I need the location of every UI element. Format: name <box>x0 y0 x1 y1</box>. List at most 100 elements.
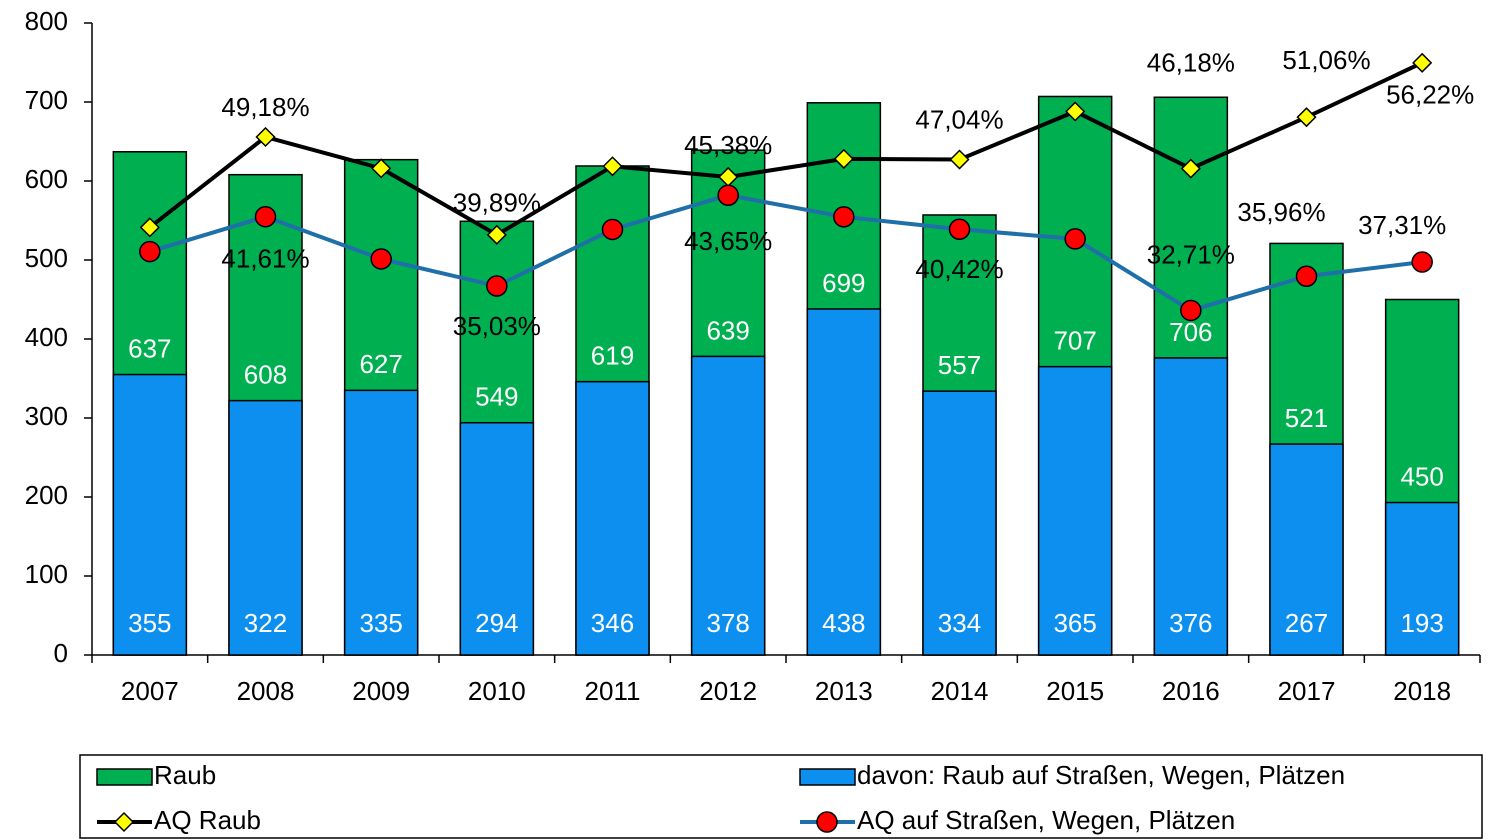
marker <box>948 218 971 240</box>
marker <box>1296 107 1317 128</box>
data-label: 40,42% <box>915 254 1003 284</box>
legend-swatch <box>96 768 153 786</box>
bar-label: 557 <box>938 350 981 380</box>
bar <box>1037 365 1113 656</box>
marker <box>949 149 970 170</box>
marker <box>371 158 392 179</box>
bar-label: 699 <box>822 268 865 298</box>
data-label: 35,96% <box>1237 197 1325 227</box>
bar-label: 365 <box>1053 608 1096 638</box>
x-tick-label: 2007 <box>121 676 179 706</box>
marker <box>486 275 508 297</box>
line <box>149 193 1423 313</box>
x-tick-label: 2015 <box>1046 676 1104 706</box>
bar-label: 637 <box>128 333 171 363</box>
data-label: 35,03% <box>453 311 541 341</box>
x-tick-label: 2010 <box>468 676 526 706</box>
data-label: 37,31% <box>1358 210 1446 240</box>
y-tick-label: 600 <box>25 164 68 194</box>
legend-swatch <box>799 768 856 786</box>
x-tick-label: 2017 <box>1278 676 1336 706</box>
bar-label: 335 <box>359 608 402 638</box>
marker <box>1064 228 1086 250</box>
bar-label: 639 <box>706 315 749 345</box>
marker <box>1180 299 1202 322</box>
bar-label: 322 <box>244 608 287 638</box>
bar <box>343 389 419 656</box>
bar-label: 378 <box>706 608 749 638</box>
marker <box>1412 52 1433 73</box>
legend-label: davon: Raub auf Straßen, Wegen, Plätzen <box>857 760 1345 790</box>
data-label: 39,89% <box>453 188 541 218</box>
marker <box>254 205 277 228</box>
x-tick-label: 2011 <box>585 676 641 706</box>
legend-label: AQ Raub <box>154 805 261 835</box>
bar-label: 707 <box>1053 326 1096 356</box>
bar-label: 334 <box>938 608 981 638</box>
marker <box>486 224 507 245</box>
data-label: 47,04% <box>915 104 1003 134</box>
data-label: 49,18% <box>221 92 309 122</box>
legend-label: AQ auf Straßen, Wegen, Plätzen <box>857 805 1235 835</box>
marker <box>255 126 276 148</box>
x-tick-label: 2008 <box>237 676 295 706</box>
marker <box>717 184 739 206</box>
y-tick-label: 200 <box>25 480 68 510</box>
y-tick-label: 300 <box>25 401 68 431</box>
bar <box>575 380 650 656</box>
bar <box>459 421 535 656</box>
x-tick-label: 2013 <box>815 676 873 706</box>
marker <box>370 248 392 270</box>
y-tick-label: 400 <box>25 322 68 352</box>
bar-label: 346 <box>591 608 634 638</box>
bar-label: 193 <box>1400 608 1443 638</box>
bar <box>922 390 997 656</box>
y-tick-label: 500 <box>25 243 68 273</box>
data-label: 41,61% <box>221 244 309 274</box>
bar-label: 376 <box>1169 608 1212 638</box>
data-label: 43,65% <box>684 226 772 256</box>
data-label: 32,71% <box>1147 239 1235 269</box>
line <box>148 61 1424 238</box>
x-tick-label: 2009 <box>352 676 410 706</box>
marker <box>1180 158 1201 179</box>
y-tick-label: 100 <box>25 559 68 589</box>
marker <box>1411 251 1433 273</box>
marker <box>1295 265 1318 287</box>
data-label: 56,22% <box>1386 80 1474 110</box>
marker <box>139 240 161 263</box>
bar <box>690 355 766 656</box>
bar-label: 521 <box>1285 403 1328 433</box>
bar-label: 355 <box>128 608 171 638</box>
x-tick-label: 2016 <box>1162 676 1220 706</box>
legend-marker <box>113 811 135 833</box>
bar <box>1384 501 1460 656</box>
legend <box>79 754 1483 839</box>
bar <box>112 373 188 656</box>
data-label: 45,38% <box>684 130 772 160</box>
legend-label: Raub <box>154 760 216 790</box>
bar-label: 267 <box>1285 608 1328 638</box>
bar <box>1269 443 1344 656</box>
y-tick-label: 800 <box>25 6 68 36</box>
y-tick-label: 0 <box>54 638 68 668</box>
bar <box>806 308 882 656</box>
y-tick-label: 700 <box>25 85 68 115</box>
data-label: 46,18% <box>1147 47 1235 77</box>
marker <box>833 148 854 169</box>
bar-label: 549 <box>475 382 518 412</box>
x-tick-label: 2012 <box>699 676 757 706</box>
legend-marker <box>816 811 838 833</box>
data-label: 51,06% <box>1282 45 1370 75</box>
bar <box>1153 357 1229 656</box>
bar-label: 608 <box>244 359 287 389</box>
marker <box>1065 101 1086 122</box>
marker <box>833 206 855 228</box>
x-tick-label: 2014 <box>931 676 989 706</box>
bar-label: 438 <box>822 608 865 638</box>
bar-label: 706 <box>1169 317 1212 347</box>
marker <box>139 217 160 238</box>
bar <box>228 399 303 656</box>
marker <box>601 218 624 241</box>
